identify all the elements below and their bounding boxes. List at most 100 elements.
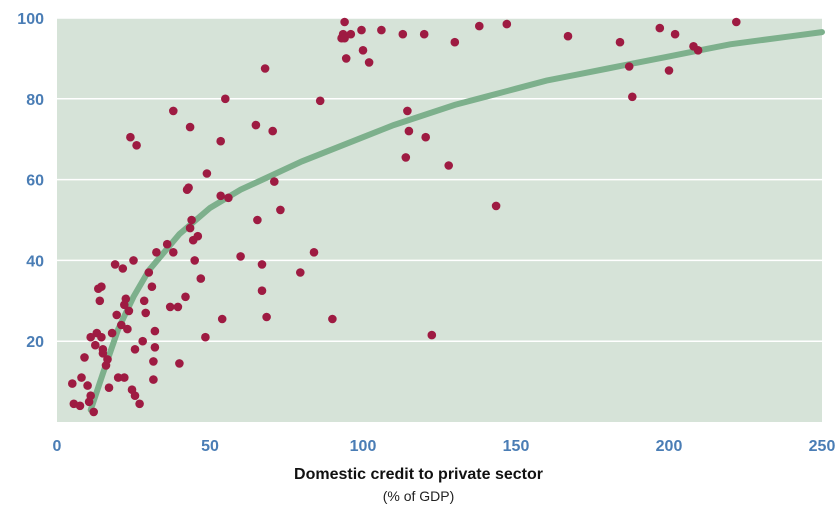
data-point — [193, 231, 203, 241]
data-point — [83, 381, 92, 390]
data-point — [670, 29, 680, 39]
data-point — [150, 326, 160, 336]
data-point — [732, 17, 741, 27]
data-point — [276, 205, 285, 215]
data-point — [224, 193, 233, 203]
data-point — [175, 359, 184, 368]
data-point — [502, 19, 512, 29]
data-point — [132, 141, 141, 150]
data-point — [221, 94, 230, 104]
data-point — [693, 46, 703, 55]
data-point — [260, 64, 270, 73]
data-point — [364, 58, 374, 67]
data-point — [357, 25, 366, 35]
data-point — [340, 33, 349, 43]
x-tick-label: 50 — [201, 438, 219, 455]
data-point — [187, 215, 196, 225]
data-point — [309, 248, 319, 257]
data-point — [149, 375, 158, 384]
data-point — [144, 268, 154, 277]
data-point — [75, 401, 85, 411]
trend-line — [87, 29, 825, 413]
data-point — [169, 106, 178, 116]
data-point — [162, 239, 172, 249]
data-point — [341, 54, 351, 63]
data-point — [135, 399, 144, 409]
data-point — [68, 379, 77, 388]
data-point — [130, 345, 140, 354]
x-axis-unit: (% of GDP) — [382, 488, 455, 504]
data-point — [120, 373, 129, 382]
data-point — [216, 136, 225, 146]
data-point — [91, 340, 100, 350]
data-point — [262, 312, 271, 322]
data-point — [216, 191, 225, 201]
data-point — [185, 122, 195, 132]
data-point — [118, 264, 128, 273]
plot-background — [57, 18, 822, 422]
data-point — [270, 177, 279, 186]
data-point — [253, 215, 262, 225]
data-point — [236, 252, 245, 261]
data-point — [95, 296, 105, 306]
data-point — [296, 268, 305, 277]
data-point — [184, 183, 193, 192]
data-points — [68, 17, 741, 417]
data-point — [123, 324, 132, 334]
data-point — [419, 29, 429, 39]
data-point — [628, 92, 637, 102]
data-point — [664, 66, 674, 75]
data-point — [165, 302, 175, 312]
data-point — [173, 302, 183, 312]
data-point — [427, 330, 437, 340]
data-point — [130, 391, 140, 401]
data-point — [80, 353, 89, 362]
data-point — [149, 357, 158, 366]
data-point — [615, 37, 625, 47]
data-point — [97, 282, 106, 292]
data-point — [257, 286, 267, 296]
data-point — [475, 21, 484, 31]
x-tick-label: 100 — [350, 438, 377, 455]
data-point — [404, 126, 414, 136]
data-point — [377, 25, 386, 35]
data-point — [86, 332, 95, 342]
data-point — [201, 332, 210, 342]
data-point — [89, 407, 98, 417]
data-point — [117, 320, 126, 330]
scatter-chart: 20 40 60 80 100 0 50 100 150 200 250 — [17, 11, 836, 455]
data-point — [398, 29, 408, 39]
data-point — [103, 355, 112, 364]
data-point — [113, 373, 123, 382]
data-point — [138, 336, 147, 346]
data-point — [129, 256, 138, 265]
data-point — [77, 373, 86, 382]
data-point — [107, 328, 117, 338]
data-point — [97, 332, 106, 342]
data-point — [196, 274, 206, 283]
data-point — [112, 310, 121, 320]
data-point — [444, 161, 454, 170]
data-point — [346, 29, 356, 39]
data-point — [401, 153, 411, 162]
data-point — [340, 17, 349, 27]
data-point — [150, 343, 160, 352]
data-point — [268, 126, 278, 136]
data-point — [185, 223, 195, 233]
x-tick-labels: 0 50 100 150 200 250 — [53, 438, 836, 455]
x-tick-label: 150 — [503, 438, 530, 455]
x-tick-label: 200 — [656, 438, 683, 455]
data-point — [315, 96, 325, 106]
data-point — [358, 46, 368, 55]
data-point — [98, 345, 108, 354]
data-point — [152, 248, 161, 257]
data-point — [202, 169, 212, 178]
data-point — [121, 294, 131, 304]
data-point — [491, 201, 501, 211]
data-point — [421, 132, 431, 142]
y-tick-label: 100 — [17, 11, 44, 28]
y-tick-label: 40 — [26, 253, 44, 270]
data-point — [450, 37, 460, 47]
y-tick-label: 60 — [26, 173, 44, 190]
data-point — [169, 248, 178, 257]
